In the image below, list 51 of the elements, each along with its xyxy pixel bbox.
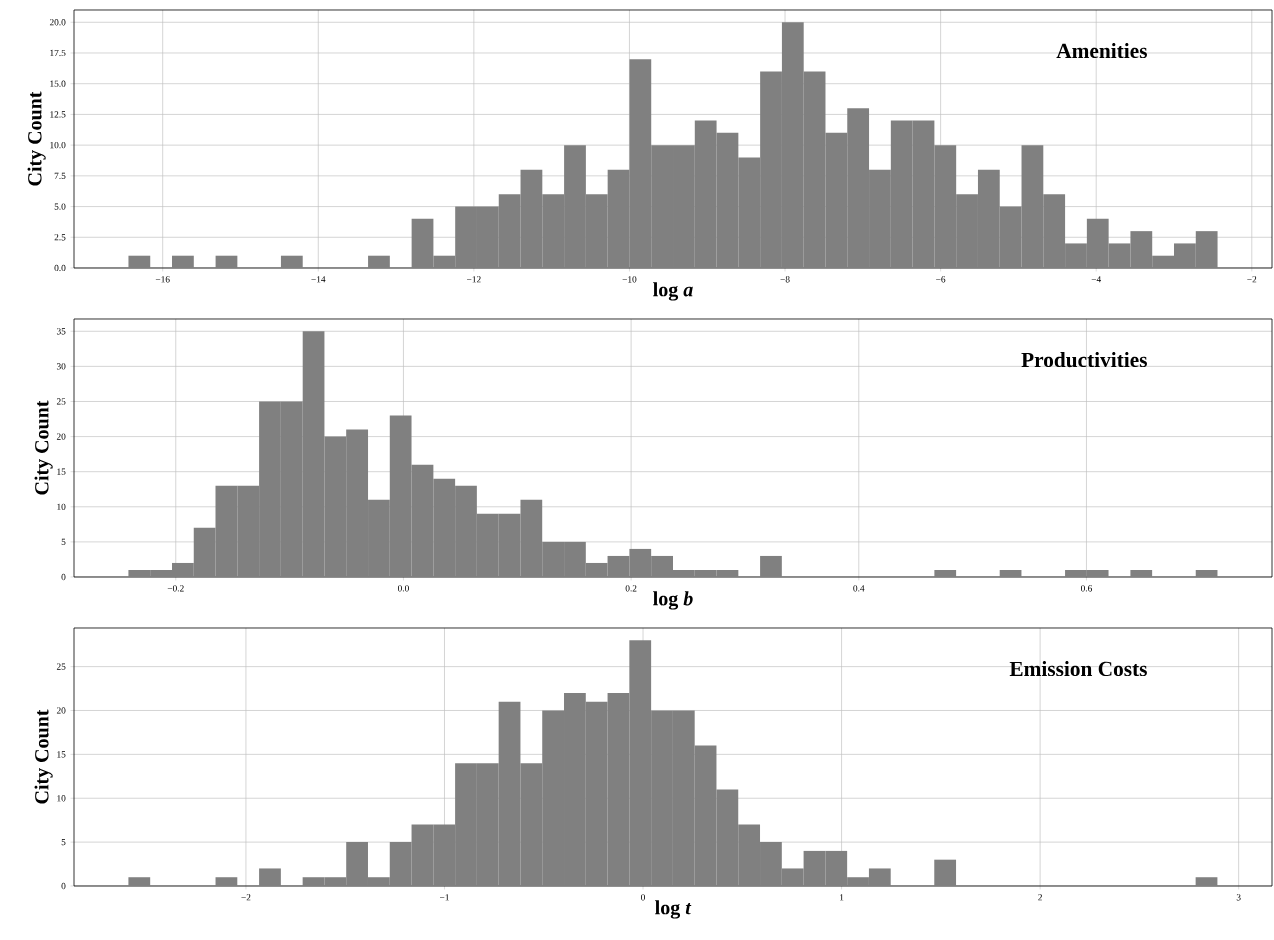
x-tick-label: 0.0 [397, 585, 409, 592]
x-tick-label: −10 [622, 276, 637, 283]
y-tick-label: 10 [57, 503, 66, 510]
x-tick-label: 3 [1236, 894, 1241, 901]
x-tick-label: −6 [936, 276, 946, 283]
x-tick-label: −4 [1091, 276, 1102, 283]
y-tick-label: 15.0 [50, 80, 66, 87]
x-tick-label: −14 [311, 276, 326, 283]
x-tick-label: −0.2 [167, 585, 184, 592]
y-tick-label: 7.5 [54, 172, 66, 179]
y-tick-label: 12.5 [50, 111, 66, 118]
y-axis-title: City Count [27, 91, 46, 186]
annotation: Productivities [1021, 352, 1147, 368]
x-tick-label: 0.6 [1080, 585, 1093, 592]
y-tick-label: 5 [61, 538, 66, 545]
x-tick-label: 1 [840, 894, 844, 901]
y-tick-label: 10 [57, 795, 66, 802]
y-tick-label: 25 [56, 663, 66, 670]
y-tick-label: 10.0 [50, 141, 66, 149]
y-tick-label: 25 [56, 398, 66, 405]
x-tick-label: 2 [1038, 894, 1042, 901]
y-tick-label: 0 [61, 882, 66, 890]
annotation: Emission Costs [1009, 661, 1147, 677]
y-tick-label: 20 [56, 707, 66, 714]
y-tick-label: 2.5 [54, 234, 66, 241]
x-axis-title: log a [653, 282, 693, 301]
y-tick-label: 5 [61, 839, 66, 846]
x-tick-label: −16 [155, 276, 170, 283]
x-tick-label: 0 [641, 894, 645, 901]
x-tick-label: −8 [780, 276, 790, 283]
x-tick-label: 0.2 [625, 585, 637, 592]
y-tick-label: 30 [56, 363, 66, 370]
x-tick-label: −12 [467, 276, 481, 283]
y-tick-label: 0 [61, 573, 66, 581]
x-tick-label: 0.4 [853, 585, 865, 592]
y-tick-label: 17.5 [50, 49, 66, 57]
x-axis-title: log b [653, 591, 693, 610]
x-tick-label: −1 [439, 894, 449, 901]
y-tick-label: 20.0 [49, 19, 66, 26]
annotation: Amenities [1056, 43, 1147, 59]
y-tick-label: 0.0 [54, 264, 66, 272]
x-tick-label: −2 [1247, 276, 1257, 283]
y-tick-label: 35 [56, 328, 66, 335]
y-tick-label: 20 [56, 433, 66, 440]
y-axis-title: City Count [34, 709, 53, 804]
y-tick-label: 15 [57, 751, 66, 758]
y-tick-label: 5.0 [54, 203, 66, 210]
x-axis-title: log t [655, 900, 692, 919]
y-axis-title: City Count [34, 400, 53, 495]
x-tick-label: −2 [241, 894, 251, 901]
y-tick-label: 15 [57, 468, 66, 475]
